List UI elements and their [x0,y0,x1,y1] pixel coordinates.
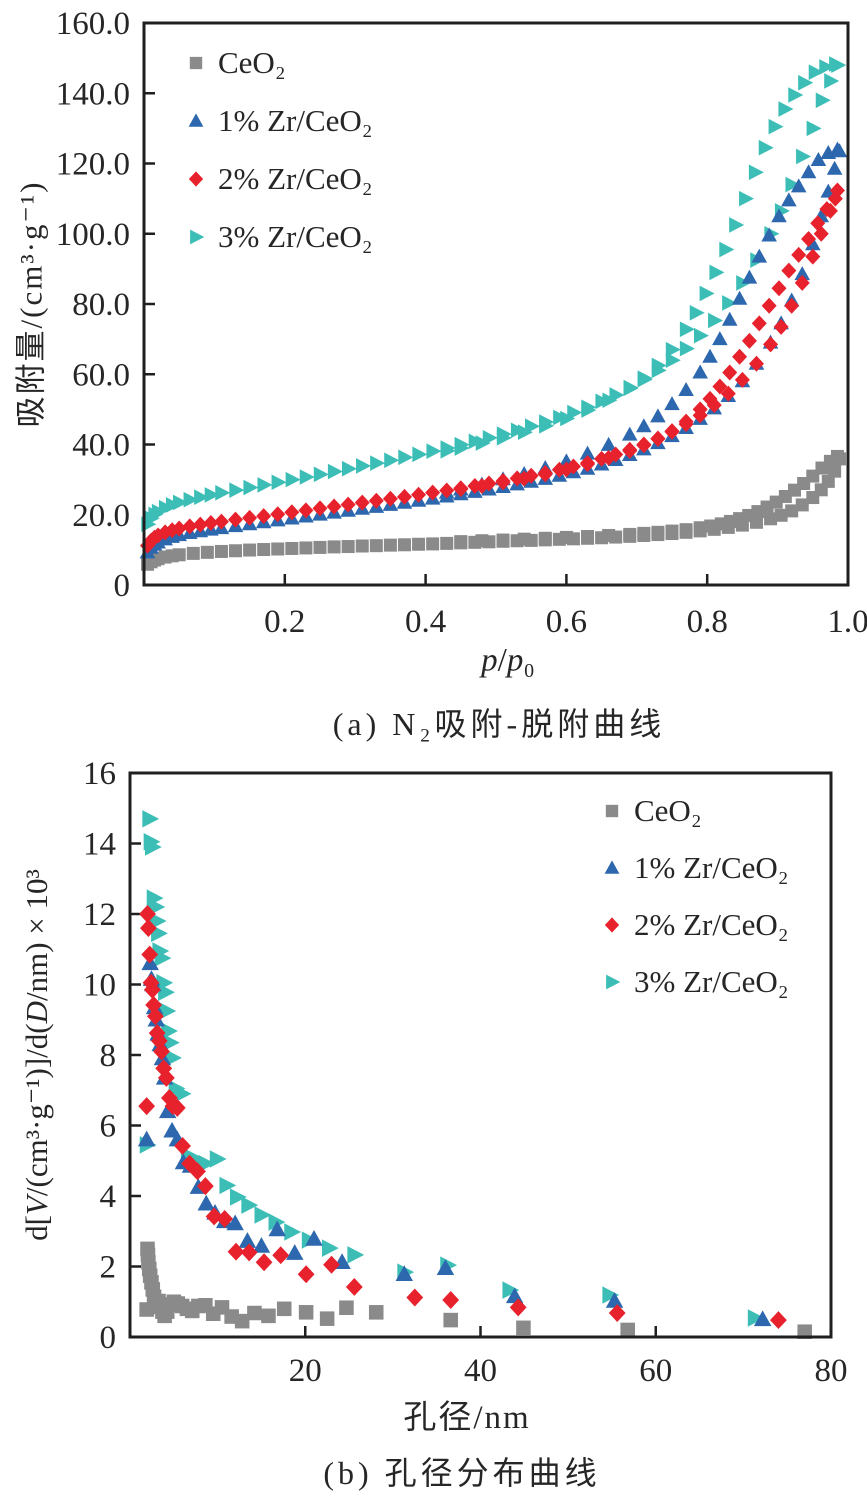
chart-b: 20 40 60 80 0 2 4 6 8 10 12 14 16 [83,756,848,1389]
legend-item: CeO₂ [184,34,373,92]
legend-item: 3% Zr/CeO₂ [184,208,373,266]
chart-b-caption: (b) 孔径分布曲线 [323,1455,601,1491]
svg-text:14: 14 [83,827,116,863]
svg-text:0.2: 0.2 [264,604,305,640]
chart-a-legend: CeO₂ 1% Zr/CeO₂ 2% Zr/CeO₂ 3% Zr/CeO₂ [184,34,373,266]
svg-text:160.0: 160.0 [56,6,130,42]
svg-text:100.0: 100.0 [56,217,130,253]
svg-text:40.0: 40.0 [72,428,130,464]
legend-label: 3% Zr/CeO₂ [218,219,373,254]
chart-b-x-axis-label: 孔径/nm [403,1400,531,1436]
svg-text:0.8: 0.8 [687,604,728,640]
legend-item: 3% Zr/CeO₂ [600,953,789,1010]
legend-label: 3% Zr/CeO₂ [634,963,789,999]
chart-b-legend: CeO₂ 1% Zr/CeO₂ 2% Zr/CeO₂ 3% Zr/CeO₂ [600,782,789,1010]
svg-text:60.0: 60.0 [72,357,130,393]
svg-text:16: 16 [83,756,116,792]
legend-label: CeO₂ [218,45,286,80]
svg-text:120.0: 120.0 [56,147,130,183]
svg-text:10: 10 [83,968,116,1004]
svg-text:0: 0 [114,568,131,604]
svg-text:6: 6 [100,1109,117,1145]
legend-item: 2% Zr/CeO₂ [600,896,789,953]
legend-label: 2% Zr/CeO₂ [218,161,373,196]
legend-marker-ceo2-square-icon [184,51,208,75]
svg-text:2: 2 [100,1250,117,1286]
svg-text:20: 20 [289,1353,322,1389]
legend-label: 2% Zr/CeO₂ [634,906,789,942]
svg-text:1.0: 1.0 [827,604,867,640]
svg-text:12: 12 [83,897,116,933]
svg-text:80: 80 [815,1353,848,1389]
chart-a: 0.2 0.4 0.6 0.8 1.0 0 20.0 40.0 60.0 80.0 100.0 120… [56,6,867,640]
legend-item: 2% Zr/CeO₂ [184,150,373,208]
legend-marker-ceo2-square-icon [600,799,624,823]
svg-text:0: 0 [100,1320,117,1356]
legend-marker-3zr-right-triangle-icon [184,225,208,249]
legend-label: CeO₂ [634,792,702,828]
legend-label: 1% Zr/CeO₂ [634,849,789,885]
svg-text:140.0: 140.0 [56,76,130,112]
chart-a-y-axis-label: 吸附量/(cm³·g⁻¹) [13,180,49,428]
legend-marker-2zr-diamond-icon [184,167,208,191]
svg-text:4: 4 [100,1179,117,1215]
legend-marker-3zr-right-triangle-icon [600,970,624,994]
legend-item: 1% Zr/CeO₂ [600,839,789,896]
svg-text:8: 8 [100,1038,117,1074]
svg-text:60: 60 [639,1353,672,1389]
legend-item: CeO₂ [600,782,789,839]
chart-b-y-axis-label: d[V/(cm³·g⁻¹)]/d(D/nm) × 10³ [19,869,54,1241]
svg-text:0.6: 0.6 [546,604,587,640]
svg-text:0.4: 0.4 [405,604,446,640]
chart-a-caption: (a) N₂吸附-脱附曲线 [332,706,666,742]
legend-marker-1zr-triangle-icon [600,856,624,880]
legend-item: 1% Zr/CeO₂ [184,92,373,150]
legend-marker-1zr-triangle-icon [184,109,208,133]
svg-text:40: 40 [464,1353,497,1389]
svg-text:80.0: 80.0 [72,287,130,323]
legend-label: 1% Zr/CeO₂ [218,103,373,138]
legend-marker-2zr-diamond-icon [600,913,624,937]
svg-text:20.0: 20.0 [72,498,130,534]
chart-a-x-axis-label: p/p₀ [481,642,535,679]
